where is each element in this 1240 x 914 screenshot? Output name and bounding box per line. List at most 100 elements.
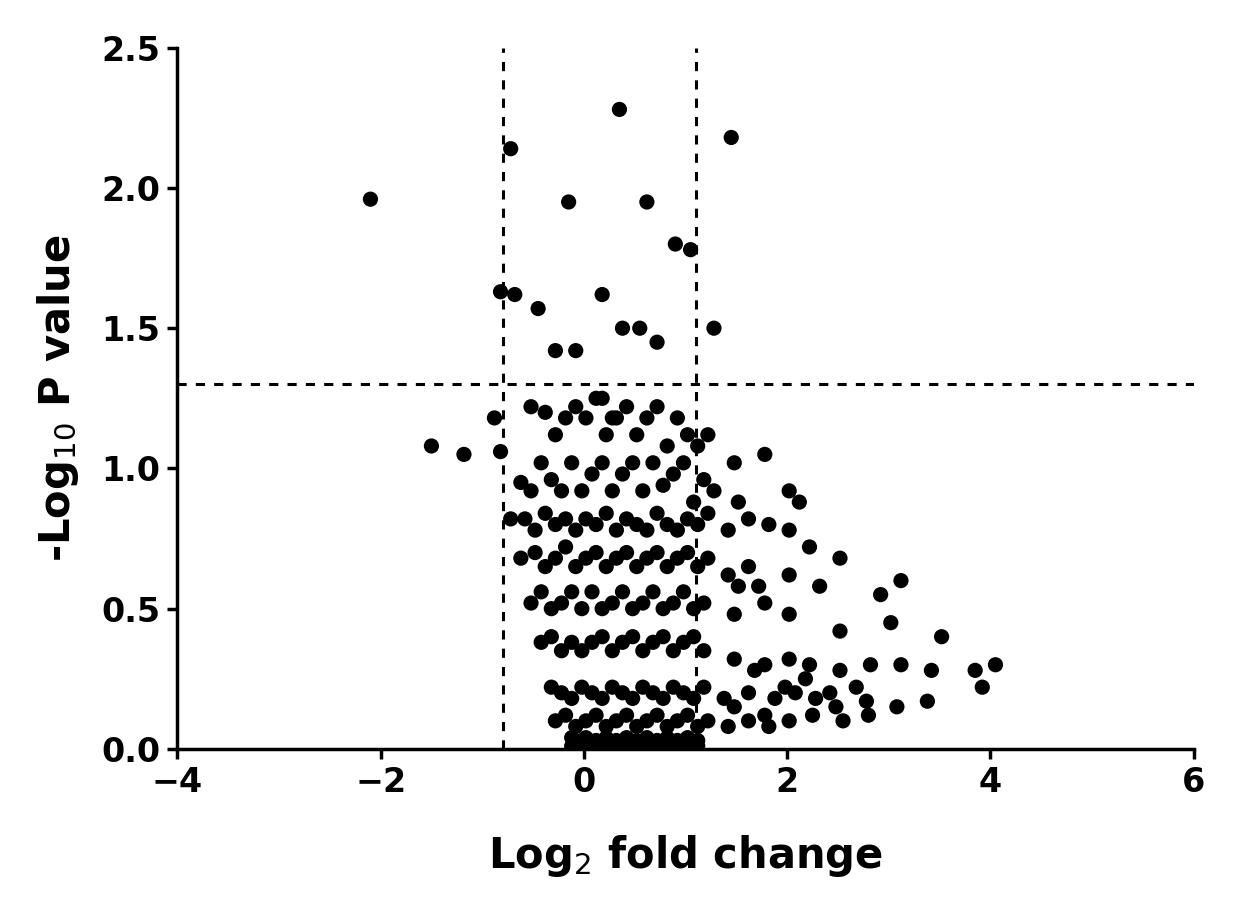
Point bbox=[718, 568, 738, 582]
Point bbox=[632, 596, 652, 611]
Point bbox=[596, 506, 616, 521]
Point bbox=[667, 410, 687, 425]
Point bbox=[694, 643, 714, 658]
Point bbox=[802, 708, 822, 723]
Point bbox=[572, 739, 591, 753]
Point bbox=[728, 579, 748, 593]
Point bbox=[683, 691, 703, 706]
Point bbox=[632, 643, 652, 658]
Point bbox=[587, 391, 606, 406]
Point bbox=[647, 739, 667, 753]
Point bbox=[745, 663, 765, 677]
Point bbox=[826, 699, 846, 714]
Point bbox=[556, 708, 575, 723]
Point bbox=[677, 512, 697, 526]
Point bbox=[759, 517, 779, 532]
Point bbox=[552, 686, 572, 700]
Point bbox=[755, 708, 775, 723]
Point bbox=[644, 585, 663, 600]
Point bbox=[657, 559, 677, 574]
Point bbox=[657, 719, 677, 734]
Point bbox=[511, 551, 531, 566]
Point bbox=[626, 739, 646, 753]
Point bbox=[666, 237, 686, 251]
Point bbox=[613, 467, 632, 482]
Point bbox=[714, 691, 734, 706]
Point bbox=[596, 428, 616, 442]
Point bbox=[785, 686, 805, 700]
Point bbox=[632, 484, 652, 498]
Point bbox=[755, 596, 775, 611]
Point bbox=[572, 680, 591, 695]
Point bbox=[688, 739, 708, 753]
Point bbox=[515, 512, 534, 526]
Point bbox=[562, 730, 582, 745]
Point bbox=[698, 506, 718, 521]
Point bbox=[704, 484, 724, 498]
Point bbox=[698, 714, 718, 728]
Point bbox=[673, 455, 693, 470]
Point bbox=[596, 559, 616, 574]
Point bbox=[644, 635, 663, 650]
Point bbox=[587, 517, 606, 532]
Point bbox=[779, 607, 799, 622]
Point bbox=[677, 730, 697, 745]
Point bbox=[546, 714, 565, 728]
Point bbox=[577, 512, 596, 526]
Point bbox=[830, 663, 849, 677]
Point bbox=[501, 142, 521, 156]
Point bbox=[931, 630, 951, 644]
Point bbox=[724, 455, 744, 470]
Point bbox=[847, 680, 867, 695]
Point bbox=[694, 680, 714, 695]
Point bbox=[673, 635, 693, 650]
Point bbox=[870, 588, 890, 602]
Point bbox=[603, 643, 622, 658]
Point bbox=[491, 284, 511, 299]
Point bbox=[677, 708, 697, 723]
Point bbox=[830, 623, 849, 638]
Point bbox=[542, 680, 562, 695]
Point bbox=[521, 484, 541, 498]
Point bbox=[572, 601, 591, 616]
Point bbox=[572, 643, 591, 658]
Point bbox=[647, 708, 667, 723]
Point bbox=[596, 730, 616, 745]
Point bbox=[637, 730, 657, 745]
Point bbox=[765, 691, 785, 706]
Point bbox=[833, 714, 853, 728]
Point bbox=[704, 321, 724, 335]
Point bbox=[593, 630, 613, 644]
Point bbox=[667, 714, 687, 728]
Point bbox=[626, 559, 646, 574]
Point bbox=[562, 585, 582, 600]
Point bbox=[739, 714, 759, 728]
Point bbox=[616, 730, 636, 745]
Point bbox=[779, 523, 799, 537]
Point bbox=[663, 643, 683, 658]
Point bbox=[965, 663, 985, 677]
Point bbox=[688, 517, 708, 532]
Point bbox=[593, 391, 613, 406]
Point bbox=[616, 546, 636, 560]
Point bbox=[647, 506, 667, 521]
Point bbox=[577, 739, 596, 753]
Point bbox=[606, 733, 626, 748]
Point bbox=[559, 195, 579, 209]
Point bbox=[800, 657, 820, 672]
Point bbox=[688, 559, 708, 574]
Point bbox=[667, 523, 687, 537]
Point bbox=[596, 719, 616, 734]
Point bbox=[552, 484, 572, 498]
Point bbox=[688, 733, 708, 748]
Point bbox=[603, 484, 622, 498]
Point bbox=[613, 635, 632, 650]
Point bbox=[657, 517, 677, 532]
Point bbox=[775, 680, 795, 695]
Point bbox=[637, 523, 657, 537]
Point bbox=[361, 192, 381, 207]
Point bbox=[779, 714, 799, 728]
Point bbox=[616, 739, 636, 753]
Point bbox=[562, 691, 582, 706]
Point bbox=[749, 579, 769, 593]
